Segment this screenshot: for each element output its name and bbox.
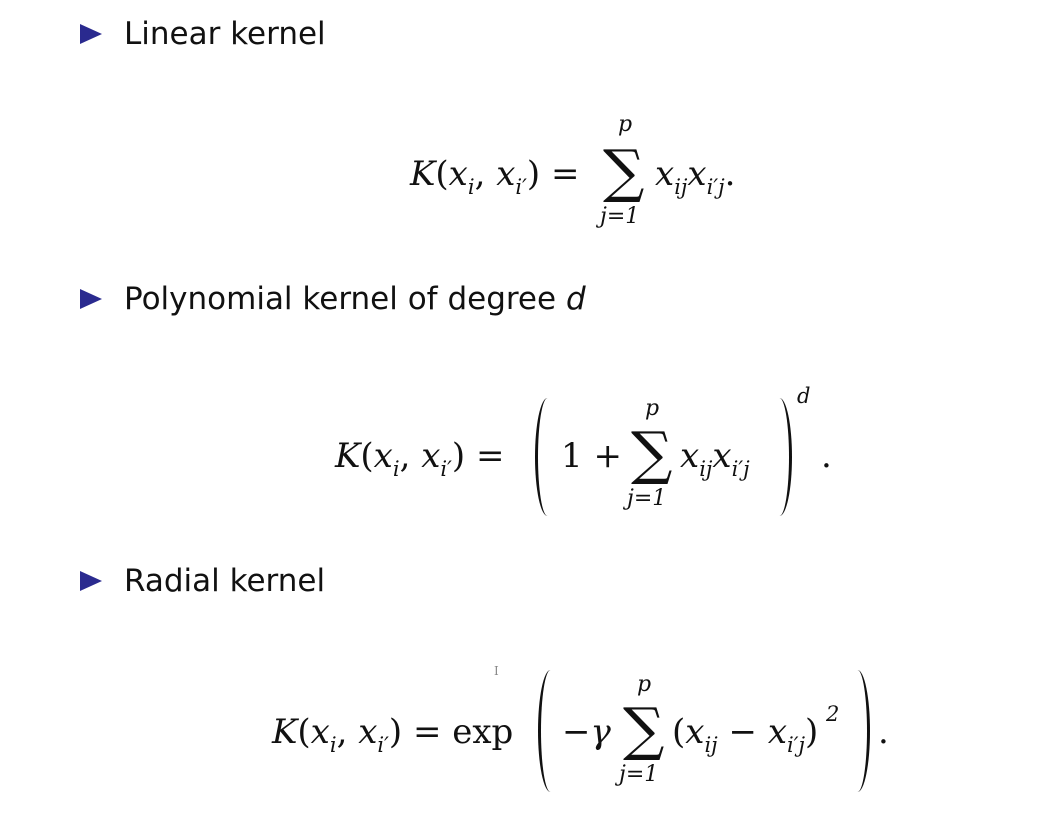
symbol-gamma: γ [590,712,611,752]
big-left-paren [535,398,560,516]
bullet-polynomial-kernel: Polynomial kernel of degree d [80,281,586,317]
subscript-iprime: i′ [515,175,527,199]
big-right-paren [845,670,870,792]
symbol-x: x [310,712,330,752]
symbol-x: x [767,712,787,752]
big-left-paren [538,670,563,792]
symbol-x: x [685,712,705,752]
bullet-variable-d: d [565,281,586,317]
symbol-comma: , [474,154,486,194]
subscript-iprimej: i′j [706,175,725,199]
symbol-lparen: ( [435,154,449,194]
equation-linear-kernel: K(xi, xi′) = p ∑ j=1 xijxi′j. [410,112,770,252]
symbol-period: . [878,712,889,752]
symbol-lparen: ( [297,712,311,752]
symbol-rparen: ) [451,436,466,476]
symbol-x: x [373,436,393,476]
sum-lower-limit: j=1 [627,486,667,511]
big-right-paren [767,398,792,516]
symbol-one: 1 [561,436,583,476]
superscript-d: d [797,384,811,408]
symbol-x: x [496,154,516,194]
subscript-iprime: i′ [440,457,452,481]
subscript-iprimej: i′j [731,457,750,481]
superscript-2: 2 [826,702,840,726]
symbol-x: x [687,154,707,194]
symbol-rparen: ) [526,154,541,194]
sum-upper-limit: p [618,112,633,137]
symbol-lparen: ( [672,712,686,752]
symbol-rparen: ) [388,712,403,752]
symbol-equals: = [550,154,580,194]
sum-upper-limit: p [645,396,660,421]
subscript-ij: ij [674,175,688,199]
bullet-label: Polynomial kernel of degree [124,281,566,317]
summation-sign: ∑ [631,419,673,487]
symbol-plus: + [593,436,622,476]
bullet-linear-kernel: Linear kernel [80,16,326,52]
subscript-i: i [467,175,475,199]
symbol-x: x [358,712,378,752]
symbol-rparen: ) [805,712,819,752]
summation-sign: ∑ [603,137,645,205]
symbol-x: x [712,436,732,476]
symbol-K: K [410,154,436,194]
subscript-iprime: i′ [377,733,389,757]
symbol-minus: − [562,712,591,752]
symbol-minus: − [728,712,758,752]
symbol-K: K [272,712,298,752]
summation-sign: ∑ [623,695,665,763]
symbol-x: x [421,436,441,476]
bullet-radial-kernel: Radial kernel [80,563,325,599]
bullet-triangle-icon [80,24,102,44]
bullet-label: Radial kernel [124,563,326,599]
text-cursor-icon: I [494,664,499,678]
equation-radial-kernel: K(xi, xi′) = exp −γ p ∑ j=1 (xij − xi′j)… [272,668,912,808]
symbol-x: x [680,436,700,476]
symbol-period: . [821,436,832,476]
symbol-x: x [448,154,468,194]
subscript-i: i [392,457,400,481]
subscript-i: i [329,733,337,757]
symbol-lparen: ( [360,436,374,476]
symbol-exp: exp [452,712,514,752]
symbol-comma: , [336,712,348,752]
bullet-label: Linear kernel [124,16,326,52]
bullet-triangle-icon [80,289,102,309]
sum-lower-limit: j=1 [619,762,659,787]
sum-upper-limit: p [637,672,652,697]
symbol-equals: = [412,712,442,752]
subscript-ij: ij [699,457,713,481]
symbol-equals: = [475,436,505,476]
bullet-triangle-icon [80,571,102,591]
symbol-x: x [655,154,675,194]
symbol-period: . [724,154,736,194]
subscript-ij: ij [704,733,718,757]
sum-lower-limit: j=1 [600,204,640,229]
symbol-comma: , [399,436,411,476]
subscript-iprimej: i′j [787,733,805,757]
symbol-K: K [335,436,361,476]
equation-polynomial-kernel: K(xi, xi′) = 1 + p ∑ j=1 xijxi′j d . [335,384,855,528]
